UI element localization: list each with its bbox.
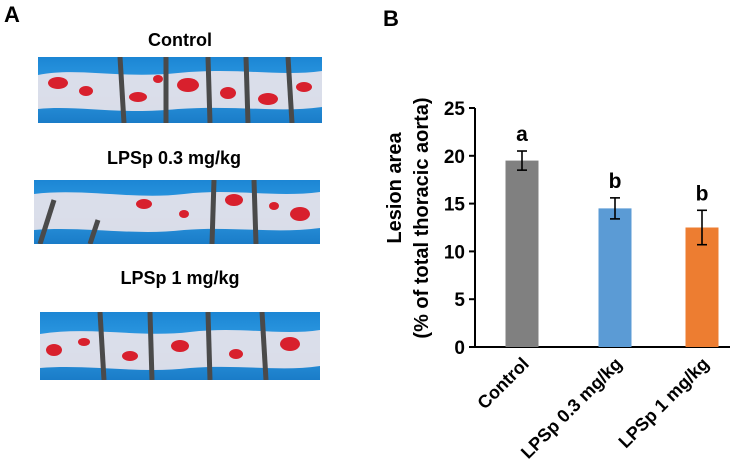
y-axis-label: Lesion area (% of total thoracic aorta) bbox=[384, 97, 433, 338]
y-axis-label-line1: Lesion area bbox=[384, 132, 406, 244]
significance-label: a bbox=[516, 123, 528, 146]
aorta-photo-lpsp-low bbox=[34, 180, 320, 244]
aorta-photo-control bbox=[38, 57, 322, 123]
aorta-image-lpsp-high bbox=[40, 312, 320, 380]
y-tick-label: 5 bbox=[454, 290, 465, 311]
bars: a b b bbox=[505, 123, 719, 347]
y-tick-label: 25 bbox=[444, 99, 466, 120]
photo-title-control: Control bbox=[148, 30, 212, 50]
bar-chart: Lesion area (% of total thoracic aorta) … bbox=[384, 97, 730, 463]
y-tick-label: 15 bbox=[444, 195, 466, 216]
x-tick-label: LPSp 1 mg/kg bbox=[615, 354, 713, 452]
y-ticks: 0 5 10 15 20 25 bbox=[444, 99, 475, 359]
y-tick-label: 20 bbox=[444, 147, 465, 168]
y-tick-label: 10 bbox=[444, 242, 465, 263]
x-tick-label: LPSp 0.3 mg/kg bbox=[517, 354, 626, 463]
significance-label: b bbox=[696, 182, 709, 205]
aorta-image-control bbox=[38, 57, 322, 123]
aorta-image-lpsp-low bbox=[34, 180, 320, 244]
y-axis-label-line2: (% of total thoracic aorta) bbox=[411, 97, 433, 338]
bar-3 bbox=[685, 227, 719, 347]
x-tick-label: Control bbox=[473, 354, 532, 413]
photo-title-lpsp-high: LPSp 1 mg/kg bbox=[120, 268, 240, 288]
bar-2 bbox=[598, 208, 632, 347]
panel-b-label: B bbox=[383, 6, 399, 31]
y-tick-label: 0 bbox=[454, 338, 465, 359]
bar-1 bbox=[505, 160, 539, 347]
photo-title-lpsp-low: LPSp 0.3 mg/kg bbox=[106, 148, 242, 168]
aorta-photo-lpsp-high bbox=[40, 312, 320, 380]
significance-label: b bbox=[609, 170, 622, 193]
panel-a-label: A bbox=[4, 2, 20, 27]
